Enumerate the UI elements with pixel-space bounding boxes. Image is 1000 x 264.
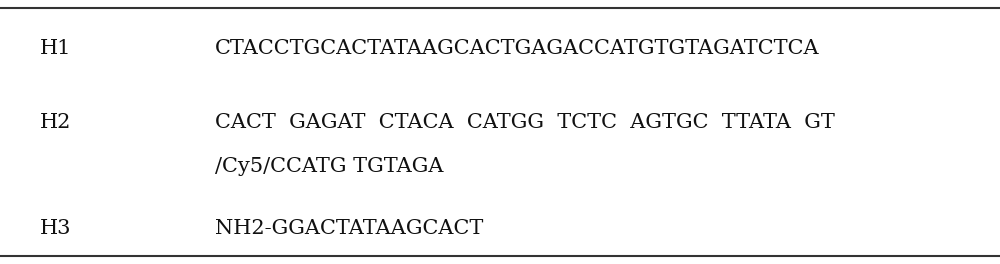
Text: NH2-GGACTATAAGCACT: NH2-GGACTATAAGCACT [215, 219, 483, 238]
Text: H1: H1 [40, 39, 72, 58]
Text: CACT  GAGAT  CTACA  CATGG  TCTC  AGTGC  TTATA  GT: CACT GAGAT CTACA CATGG TCTC AGTGC TTATA … [215, 113, 835, 132]
Text: /Cy5/CCATG TGTAGA: /Cy5/CCATG TGTAGA [215, 157, 444, 176]
Text: CTACCTGCACTATAAGCACTGAGACCATGTGTAGATCTCA: CTACCTGCACTATAAGCACTGAGACCATGTGTAGATCTCA [215, 39, 820, 58]
Text: H2: H2 [40, 113, 71, 132]
Text: H3: H3 [40, 219, 72, 238]
